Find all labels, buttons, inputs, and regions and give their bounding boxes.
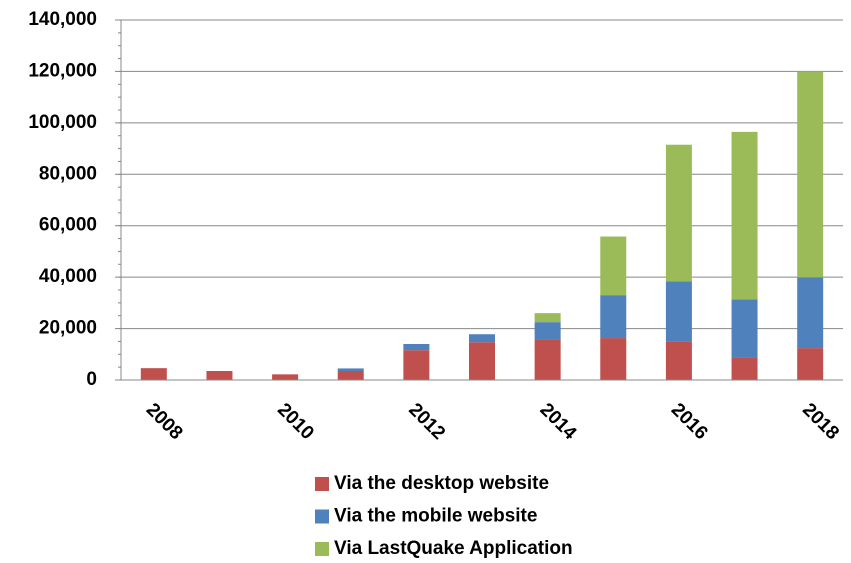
y-tick-label: 100,000 <box>28 112 97 133</box>
legend-swatch <box>315 477 329 491</box>
bar-segment <box>272 374 299 380</box>
x-tick-label: 2014 <box>536 399 581 444</box>
legend-label: Via LastQuake Application <box>334 538 573 559</box>
bar-segment <box>600 338 627 380</box>
x-tick-label: 2012 <box>404 399 449 444</box>
bar-segment <box>731 131 758 300</box>
bar-segment <box>534 339 561 380</box>
bar-segment <box>469 334 495 343</box>
bar-segment <box>665 281 692 342</box>
y-tick-label: 20,000 <box>39 318 97 339</box>
bar-segment <box>731 299 758 358</box>
legend-label: Via the desktop website <box>334 473 549 494</box>
y-tick-label: 60,000 <box>39 215 97 236</box>
bar-segment <box>469 342 495 380</box>
legend-swatch <box>315 542 329 556</box>
legend-label: Via the mobile website <box>334 506 537 527</box>
bar-segment <box>797 348 824 380</box>
bar-segment <box>797 71 824 278</box>
y-tick-label: 120,000 <box>28 60 97 81</box>
bar-segment <box>665 341 692 380</box>
legend-swatch <box>315 509 329 524</box>
bar-segment <box>797 277 824 349</box>
bar-segment <box>534 322 561 340</box>
bar-segment <box>731 357 758 380</box>
bar-segment <box>534 313 561 323</box>
x-tick-label: 2008 <box>142 399 187 444</box>
y-tick-label: 140,000 <box>28 9 97 30</box>
y-tick-label: 80,000 <box>39 163 97 184</box>
bar-segment <box>337 371 364 380</box>
x-tick-label: 2018 <box>798 399 843 444</box>
y-tick-label: 40,000 <box>39 266 97 287</box>
x-tick-label: 2010 <box>273 399 318 444</box>
bar-segment <box>600 236 627 296</box>
bar-segment <box>403 344 430 351</box>
bar-segment <box>600 295 627 339</box>
bar-segment <box>403 350 430 380</box>
bar-segment <box>206 371 233 380</box>
y-tick-label: 0 <box>86 369 97 390</box>
bar-segment <box>337 368 364 371</box>
x-tick-label: 2016 <box>667 399 712 444</box>
bar-segment <box>140 368 167 380</box>
bar-segment <box>665 144 692 282</box>
